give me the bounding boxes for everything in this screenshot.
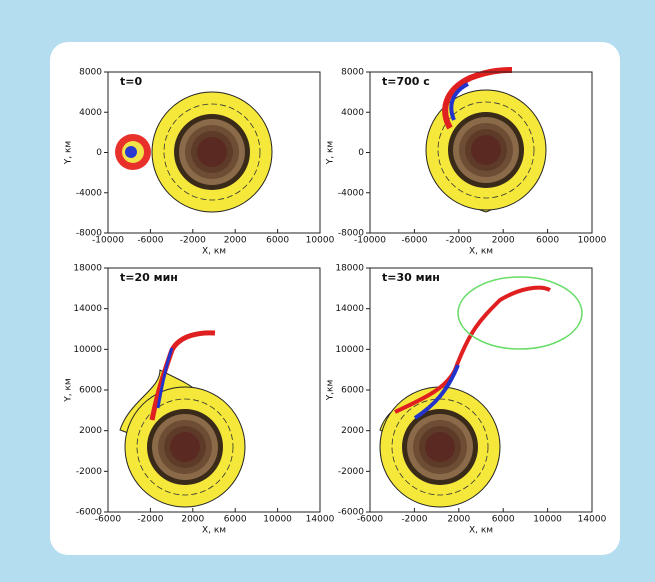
panel-art-4 bbox=[379, 276, 583, 508]
y-tick-label: 10000 bbox=[73, 345, 102, 355]
y-tick-label: 0 bbox=[96, 148, 102, 158]
y-tick-label: 4000 bbox=[79, 108, 102, 118]
panel-title: t=0 bbox=[120, 75, 142, 88]
panel-art-3 bbox=[119, 330, 246, 508]
y-tick-label: -2000 bbox=[338, 467, 364, 477]
y-axis-label: Y, км bbox=[64, 141, 74, 165]
x-tick-label: 14000 bbox=[306, 515, 335, 525]
x-tick-label: 2000 bbox=[224, 236, 247, 246]
y-tick-label: 10000 bbox=[335, 345, 364, 355]
y-tick-label: -8000 bbox=[338, 229, 364, 239]
x-tick-label: 10000 bbox=[263, 515, 292, 525]
y-tick-label: 14000 bbox=[335, 304, 364, 314]
panel-title: t=20 мин bbox=[120, 271, 178, 284]
x-tick-label: -2000 bbox=[180, 236, 206, 246]
x-tick-label: 10000 bbox=[578, 236, 607, 246]
x-axis-label: X, км bbox=[469, 247, 493, 257]
y-tick-label: -6000 bbox=[338, 508, 364, 518]
x-tick-label: -10000 bbox=[92, 236, 124, 246]
x-tick-label: 10000 bbox=[306, 236, 335, 246]
x-tick-label: 10000 bbox=[533, 515, 562, 525]
y-tick-label: -8000 bbox=[76, 229, 102, 239]
x-tick-label: 2000 bbox=[492, 236, 515, 246]
x-tick-label: 2000 bbox=[447, 515, 470, 525]
x-axis-label: X, км bbox=[202, 526, 226, 536]
x-tick-label: -10000 bbox=[354, 236, 386, 246]
panel-art-2 bbox=[425, 67, 547, 213]
x-axis-label: X, км bbox=[469, 526, 493, 536]
y-tick-label: 2000 bbox=[79, 426, 102, 436]
panel-title: t=30 мин bbox=[382, 271, 440, 284]
x-tick-label: 6000 bbox=[266, 236, 289, 246]
y-tick-label: 6000 bbox=[79, 386, 102, 396]
y-tick-label: 8000 bbox=[341, 68, 364, 78]
y-tick-label: 4000 bbox=[341, 108, 364, 118]
x-axis-label: X, км bbox=[202, 247, 226, 257]
x-tick-label: 14000 bbox=[578, 515, 607, 525]
y-tick-label: 6000 bbox=[341, 386, 364, 396]
y-tick-label: -4000 bbox=[338, 188, 364, 198]
y-tick-label: 18000 bbox=[73, 264, 102, 274]
x-tick-label: 6000 bbox=[224, 515, 247, 525]
y-axis-label: Y,км bbox=[326, 380, 336, 402]
x-tick-label: -2000 bbox=[137, 515, 163, 525]
panel-title: t=700 с bbox=[382, 75, 430, 88]
y-tick-label: 18000 bbox=[335, 264, 364, 274]
y-tick-label: -6000 bbox=[76, 508, 102, 518]
y-axis-label: Y, км bbox=[326, 141, 336, 165]
x-tick-label: 6000 bbox=[536, 236, 559, 246]
y-tick-label: 14000 bbox=[73, 304, 102, 314]
x-tick-label: 6000 bbox=[492, 515, 515, 525]
x-tick-label: -6000 bbox=[137, 236, 163, 246]
x-tick-label: 2000 bbox=[181, 515, 204, 525]
y-tick-label: -2000 bbox=[76, 467, 102, 477]
y-tick-label: 2000 bbox=[341, 426, 364, 436]
y-tick-label: 8000 bbox=[79, 68, 102, 78]
x-tick-label: -6000 bbox=[401, 236, 427, 246]
y-tick-label: 0 bbox=[358, 148, 364, 158]
x-tick-label: -6000 bbox=[357, 515, 383, 525]
panel-art-1 bbox=[115, 91, 273, 213]
x-tick-label: -2000 bbox=[401, 515, 427, 525]
x-tick-label: -6000 bbox=[95, 515, 121, 525]
y-tick-label: -4000 bbox=[76, 188, 102, 198]
x-tick-label: -2000 bbox=[446, 236, 472, 246]
y-axis-label: Y, км bbox=[64, 378, 74, 402]
